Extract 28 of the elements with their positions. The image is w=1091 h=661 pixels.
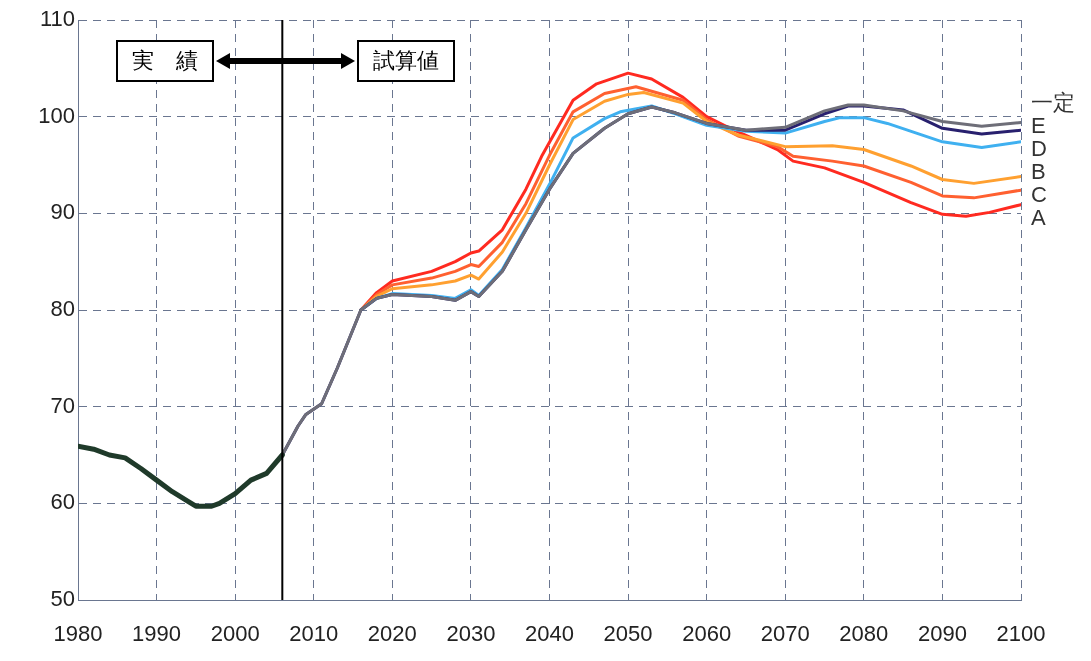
x-tick-label: 2100 — [996, 621, 1046, 647]
annotation: 試算値 — [357, 40, 456, 82]
series-label: A — [1031, 204, 1046, 230]
x-tick-label: 2090 — [917, 621, 967, 647]
x-tick-label: 2030 — [446, 621, 496, 647]
y-tick-label: 100 — [38, 102, 75, 128]
series-label: E — [1031, 112, 1046, 138]
annotation: 実 績 — [116, 40, 215, 82]
y-tick-label: 60 — [50, 489, 75, 515]
y-tick-label: 90 — [50, 199, 75, 225]
x-tick-label: 2020 — [367, 621, 417, 647]
y-tick-label: 110 — [39, 6, 75, 32]
x-tick-label: 2080 — [839, 621, 889, 647]
x-tick-label: 2070 — [760, 621, 810, 647]
x-tick-label: 2000 — [210, 621, 260, 647]
series-label: C — [1031, 181, 1047, 207]
series-label: 一定 — [1031, 89, 1075, 115]
x-tick-label: 1980 — [53, 621, 103, 647]
y-tick-label: 50 — [50, 586, 75, 612]
x-tick-label: 2040 — [525, 621, 574, 647]
y-tick-label: 70 — [50, 392, 75, 418]
x-tick-label: 2050 — [603, 621, 653, 647]
x-tick-label: 2010 — [289, 621, 339, 647]
series-label: D — [1031, 135, 1047, 161]
y-tick-label: 80 — [50, 296, 75, 322]
series-label: B — [1031, 158, 1046, 184]
x-tick-label: 1990 — [132, 621, 182, 647]
x-tick-label: 2060 — [682, 621, 732, 647]
